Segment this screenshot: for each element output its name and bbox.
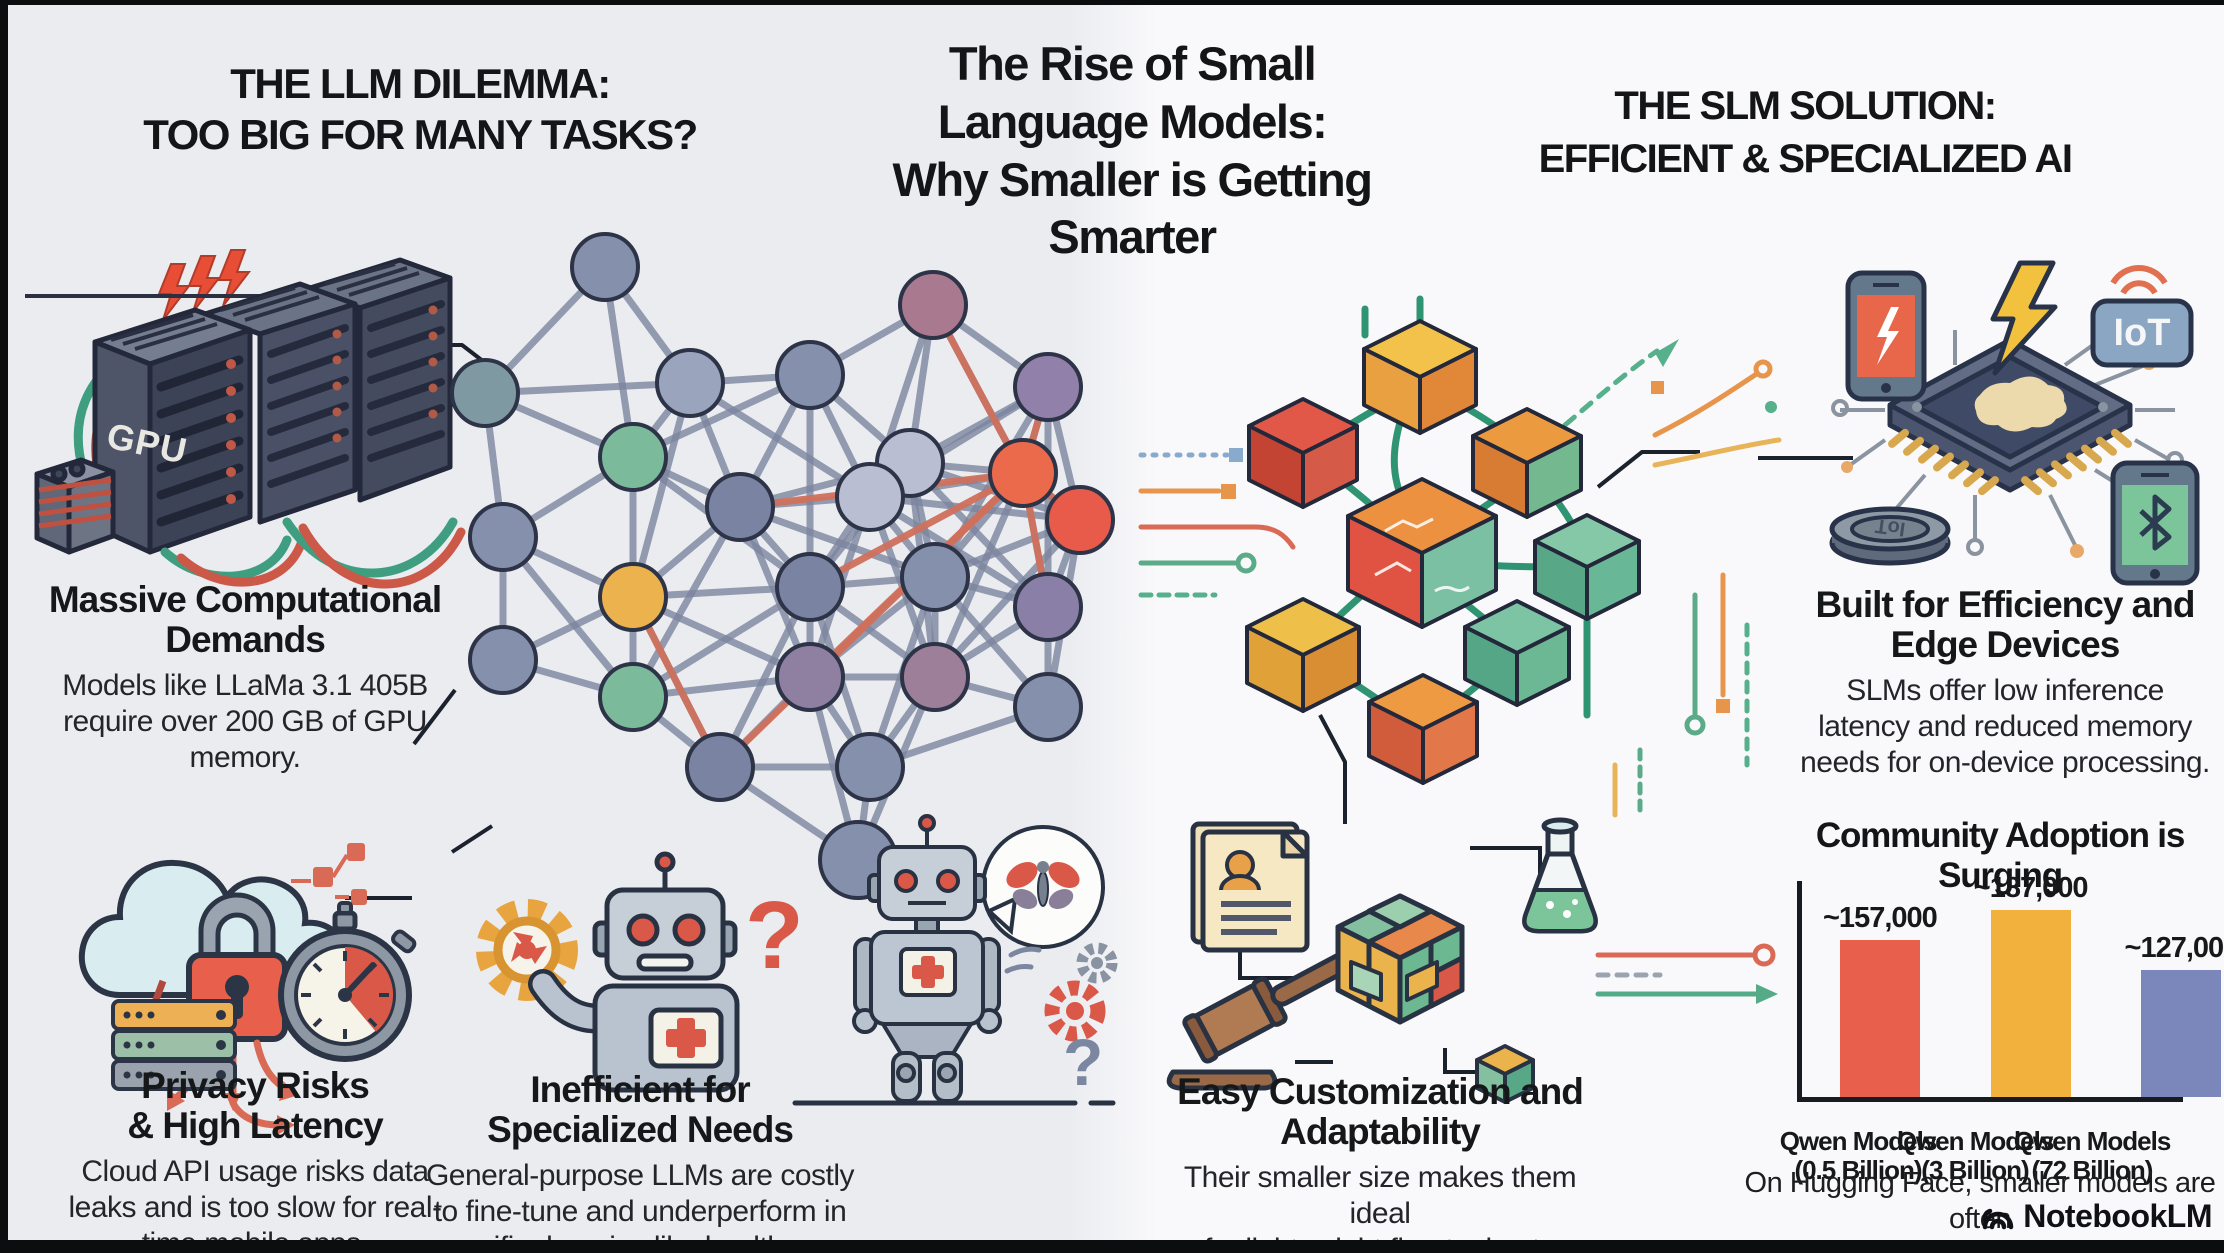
small-gear-icon [1076, 942, 1118, 984]
iot-badge-label: IoT [2114, 312, 2171, 354]
stopwatch-icon [278, 901, 417, 1062]
section-inefficient: Inefficient for Specialized Needs Genera… [425, 1070, 855, 1253]
frame-left [0, 0, 8, 1253]
customization-illustration [1166, 810, 1598, 1104]
bar-chart: ~157,000 ~187,000 ~127,000 [1797, 872, 2224, 1102]
bar-category-label: Qwen Models (3 Billion) [1896, 1126, 2055, 1186]
frame-bottom [0, 1240, 2224, 1253]
chart-title: Community Adoption is Surging [1815, 816, 2185, 895]
section-heading: Privacy Risks & High Latency [127, 1065, 383, 1146]
bar-value-label: ~187,000 [1973, 872, 2089, 904]
bar-column: ~127,000 [2125, 932, 2224, 1097]
bar-chart-categories: Qwen Models (0.5 Billion) Qwen Models (3 … [1780, 1126, 2178, 1186]
bar-value-label: ~127,000 [2124, 932, 2224, 964]
robot-gear-illustration: ? [476, 851, 804, 1093]
chip-iot-illustration: IoT IoT [1829, 260, 2200, 586]
bar [2141, 970, 2222, 1097]
section-privacy-risks: Privacy Risks & High Latency Cloud API u… [55, 1066, 455, 1253]
iot-disc-label: IoT [1874, 514, 1907, 540]
frame-top [0, 0, 2224, 5]
watermark-text: NotebookLM [2023, 1198, 2212, 1234]
neural-network-illustration [450, 232, 1115, 900]
circuit-traces [1138, 339, 1782, 818]
section-heading: Easy Customization and Adaptability [1177, 1071, 1584, 1152]
butterfly-bubble-icon [981, 825, 1105, 949]
bar-category-label: Qwen Models (72 Billion) [2013, 1126, 2172, 1186]
red-gear-icon [1044, 980, 1106, 1042]
section-body: SLMs offer low inference latency and red… [1800, 673, 2210, 779]
gear-icon [476, 899, 578, 1001]
notebooklm-watermark: NotebookLM [1981, 1198, 2212, 1235]
phone-bluetooth-icon [2110, 460, 2200, 586]
section-body: Models like LLaMa 3.1 405B require over … [62, 668, 428, 774]
bar [1990, 910, 2071, 1097]
bar [1839, 940, 1920, 1097]
gavel-icon [1166, 952, 1352, 1091]
robot-standing-illustration: ? [792, 814, 1118, 1106]
privacy-cloud-illustration [78, 843, 417, 1135]
cubes [1245, 319, 1641, 785]
section-heading: Inefficient for Specialized Needs [487, 1069, 794, 1150]
robot-head [592, 851, 738, 981]
server-stack-icon [111, 999, 237, 1091]
bar-value-label: ~157,000 [1823, 902, 1938, 934]
iot-disc-icon: IoT [1829, 506, 1951, 566]
section-heading: Massive Computational Demands [48, 579, 442, 660]
circuit-dots [313, 843, 367, 905]
document-icon [1190, 821, 1310, 953]
section-body: General-purpose LLMs are costly to fine-… [425, 1158, 855, 1253]
phone-battery-icon [1845, 270, 1927, 402]
section-efficiency: Built for Efficiency and Edge Devices SL… [1795, 585, 2215, 781]
puzzle-cube-icon [1335, 893, 1465, 1025]
left-panel-title: THE LLM DILEMMA: TOO BIG FOR MANY TASKS? [143, 60, 698, 159]
section-heading: Built for Efficiency and Edge Devices [1815, 584, 2196, 665]
notebooklm-logo-icon [1982, 1208, 2014, 1229]
section-body: Cloud API usage risks data leaks and is … [68, 1154, 442, 1253]
section-customization: Easy Customization and Adaptability Thei… [1160, 1072, 1600, 1253]
slm-cube-network-illustration [1138, 295, 1782, 818]
bar-category-label: Qwen Models (0.5 Billion) [1779, 1126, 1938, 1186]
bar-column: ~157,000 [1823, 902, 1938, 1097]
small-cube-icon [1475, 1044, 1535, 1104]
section-massive-demands: Massive Computational Demands Models lik… [40, 580, 450, 776]
question-mark: ? [1063, 1025, 1103, 1099]
main-title: The Rise of Small Language Models: Why S… [892, 37, 1373, 264]
flask-icon [1522, 817, 1598, 934]
right-panel-title: THE SLM SOLUTION: EFFICIENT & SPECIALIZE… [1538, 84, 2073, 181]
gpu-servers-illustration: GPU [25, 249, 466, 589]
question-mark: ? [745, 882, 804, 989]
bar-column: ~187,000 [1973, 872, 2089, 1097]
lightning-icon [1990, 260, 2058, 376]
iot-badge-icon: IoT [2090, 264, 2194, 368]
